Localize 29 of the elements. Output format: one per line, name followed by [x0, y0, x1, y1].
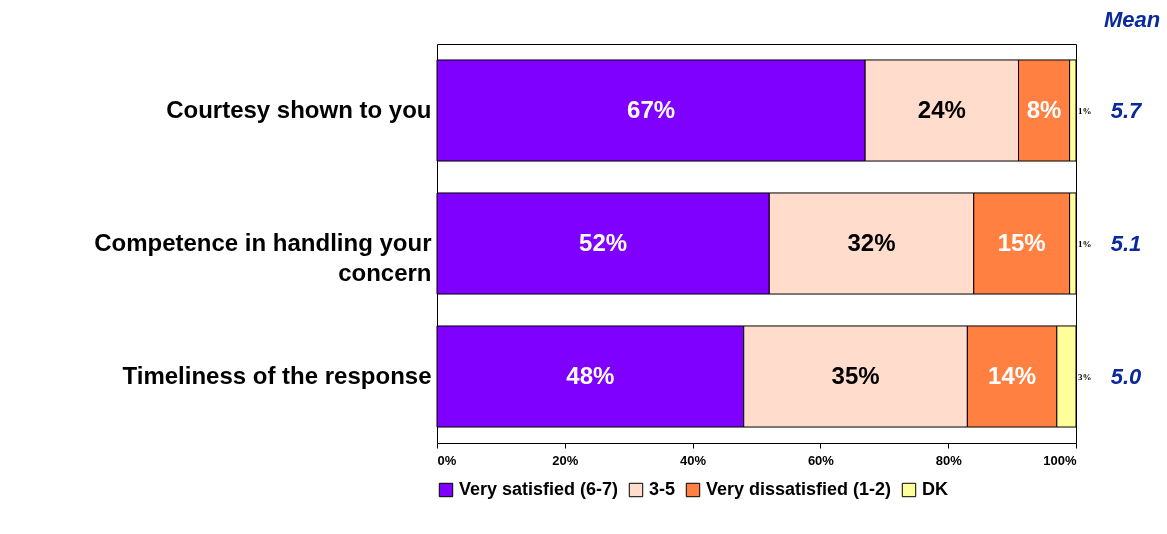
data-label: 15% — [997, 228, 1046, 256]
data-label: 1% — [1078, 105, 1092, 116]
data-label: 8% — [1026, 95, 1062, 123]
data-label: 52% — [579, 228, 628, 256]
legend-label: Very dissatisfied (1-2) — [706, 479, 892, 499]
x-tick-label: 20% — [552, 452, 579, 468]
data-label: 32% — [847, 228, 896, 256]
x-tick-label: 60% — [807, 452, 835, 468]
data-label: 67% — [627, 95, 676, 123]
y-tick-label: Competence in handling your concern — [94, 228, 432, 286]
x-tick-label: 40% — [680, 452, 707, 468]
data-label: 35% — [831, 361, 880, 389]
y-tick-label: Courtesy shown to you — [166, 95, 432, 123]
text: 5.0 — [1110, 363, 1143, 389]
legend-label: Very satisfied (6-7) — [459, 479, 619, 499]
data-label: 24% — [917, 95, 966, 123]
x-tick-label: 80% — [935, 452, 963, 468]
x-tick-label: 0% — [437, 452, 457, 468]
data-label: 14% — [988, 361, 1037, 389]
y-tick-label: Timeliness of the response — [122, 361, 432, 389]
x-tick-label: 100% — [1043, 452, 1077, 468]
text: 5.1 — [1110, 230, 1142, 256]
legend-label: DK — [922, 479, 948, 499]
text: 5.7 — [1110, 97, 1144, 123]
legend-label: 3-5 — [649, 479, 676, 499]
data-label: 48% — [566, 361, 615, 389]
data-label: 3% — [1078, 371, 1092, 382]
data-label: 1% — [1078, 238, 1092, 249]
text: Mean — [1103, 7, 1161, 32]
